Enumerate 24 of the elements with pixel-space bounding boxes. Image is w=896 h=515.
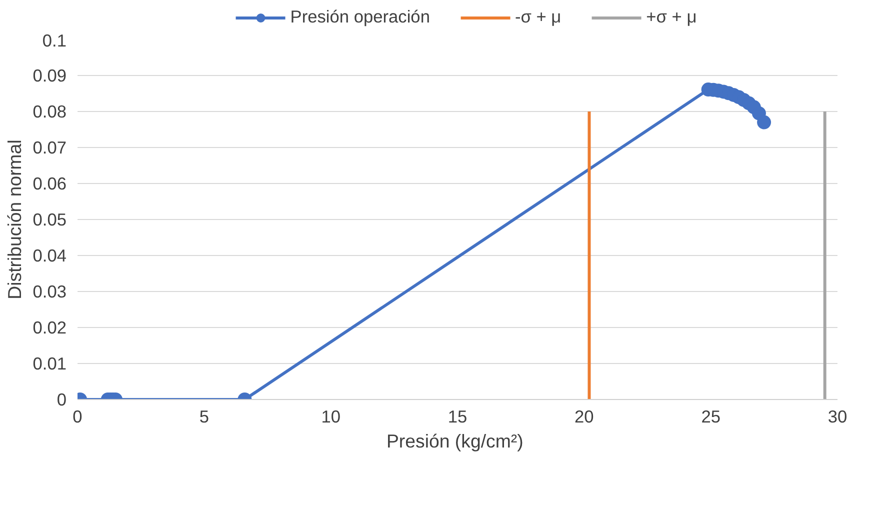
y-tick-label: 0.09: [32, 66, 67, 86]
x-tick-label: 0: [72, 406, 82, 426]
x-axis-title: Presión (kg/cm²): [386, 430, 524, 452]
y-tick-label: 0.08: [32, 102, 67, 122]
x-tick-label: 5: [199, 406, 209, 426]
y-tick-label: 0.01: [32, 354, 67, 374]
x-tick-label: 20: [574, 406, 594, 426]
y-tick-label: 0.06: [32, 174, 67, 194]
y-tick-label: 0.05: [32, 210, 67, 230]
legend-label: -σ + μ: [514, 6, 562, 28]
x-tick-label: 10: [321, 406, 340, 426]
y-tick-label: 0.03: [32, 282, 67, 302]
y-tick-label: 0.04: [32, 246, 67, 266]
y-tick-label: 0: [56, 390, 67, 410]
y-tick-label: 0.1: [42, 30, 67, 50]
x-tick-label: 25: [701, 406, 720, 426]
y-tick-label: 0.07: [32, 138, 67, 158]
point: [757, 115, 772, 130]
x-tick-label: 15: [448, 406, 468, 426]
legend-label: Presión operación: [290, 6, 430, 28]
y-tick-label: 0.02: [32, 318, 67, 338]
y-axis-title: Distribución normal: [4, 140, 25, 300]
legend-label: +σ + μ: [646, 6, 697, 28]
x-tick-label: 30: [828, 406, 848, 426]
